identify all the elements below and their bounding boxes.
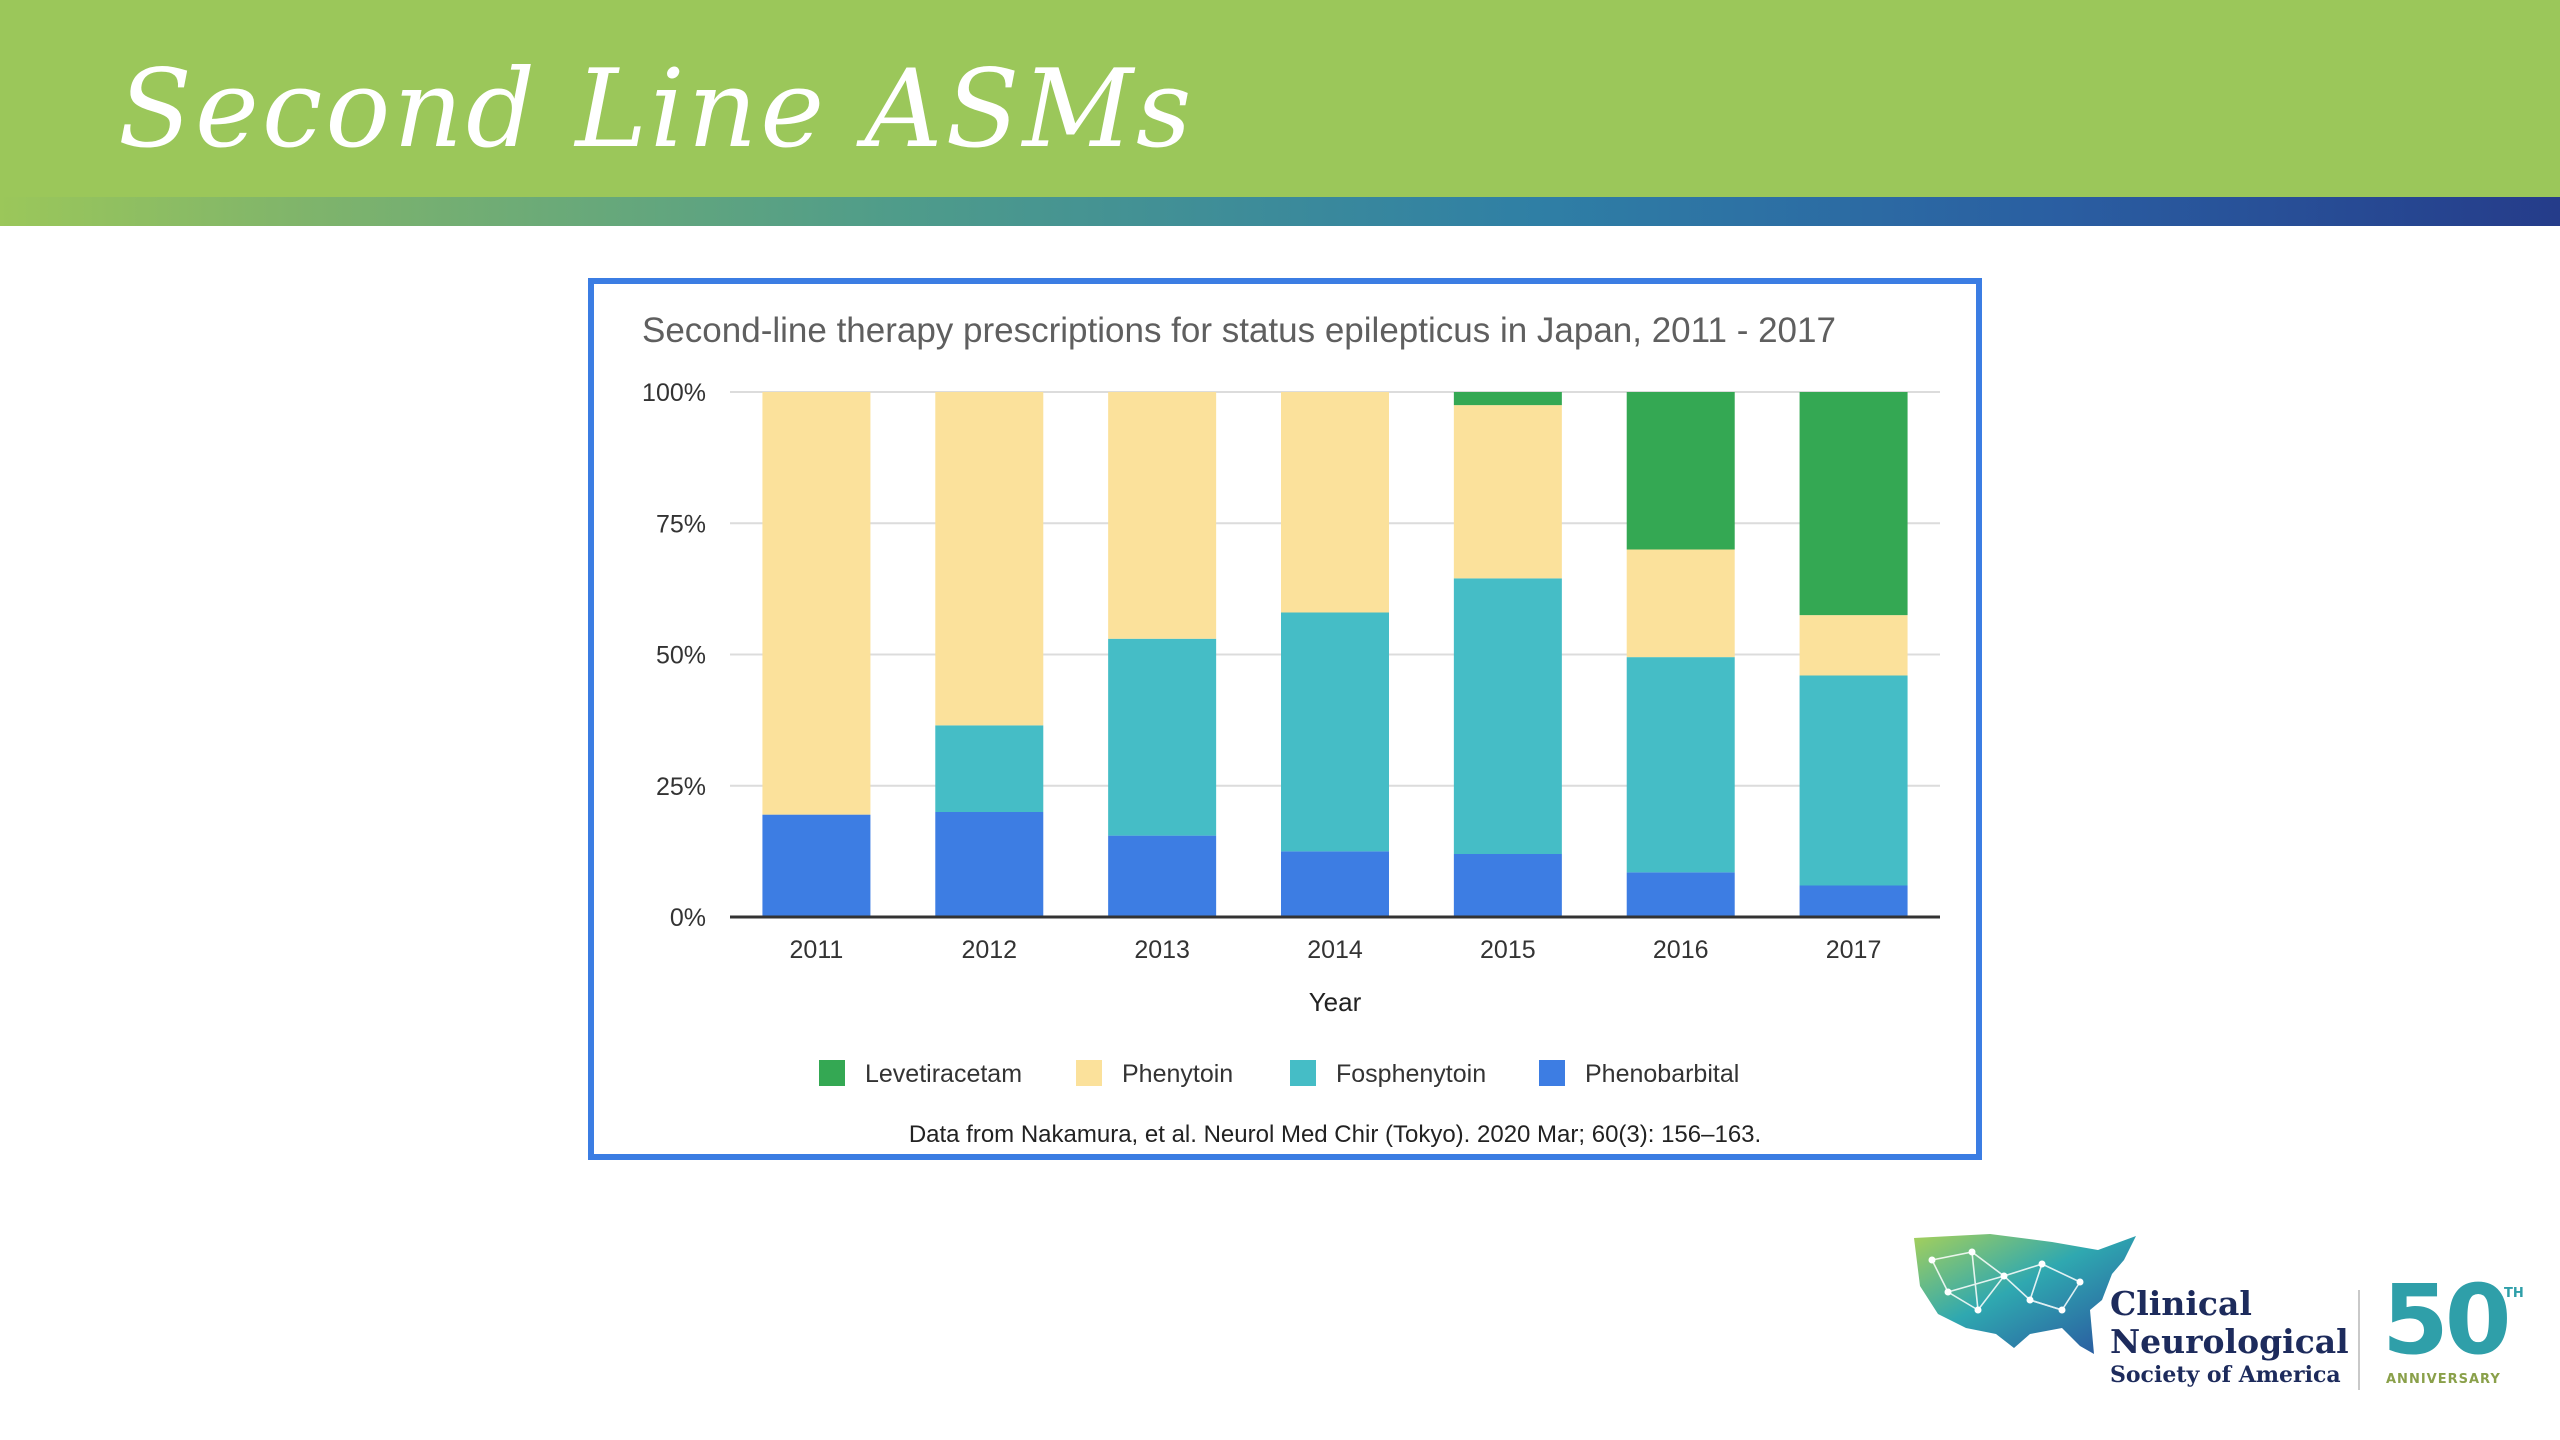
- bar-segment: Phenytoin 2015: 33%: [1453, 405, 1562, 579]
- chart-source-note: Data from Nakamura, et al. Neurol Med Ch…: [909, 1121, 1761, 1148]
- bar-segment: Fosphenytoin 2014: 45.5%: [1281, 612, 1389, 852]
- title-bar: [0, 0, 2560, 197]
- bar-segment: Phenobarbital 2016: 8.5%: [1626, 872, 1735, 917]
- us-map-network-icon: [1914, 1234, 2136, 1354]
- x-axis-label: Year: [1309, 987, 1362, 1017]
- y-tick-label: 75%: [656, 510, 706, 538]
- legend-label: Phenytoin: [1122, 1060, 1233, 1088]
- bar-segment: Phenytoin 2011: 80.5%: [762, 392, 871, 815]
- y-tick-label: 50%: [656, 642, 706, 670]
- bar-segment: Phenobarbital 2015: 12%: [1453, 854, 1562, 917]
- legend-swatch: [1076, 1060, 1102, 1086]
- bar-segment: Levetiracetam 2017: 42.5%: [1799, 392, 1908, 616]
- y-tick-label: 25%: [656, 773, 706, 801]
- legend-item: Levetiracetam: [819, 1060, 1022, 1088]
- x-tick-label: 2011: [790, 936, 844, 964]
- chart-frame: Second-line therapy prescriptions for st…: [588, 278, 1982, 1160]
- slide-title: Second Line ASMs: [118, 47, 1195, 172]
- logo-anniversary-number: 50: [2382, 1264, 2512, 1376]
- x-tick-label: 2016: [1653, 936, 1709, 964]
- bar-segment: Phenytoin 2017: 11.5%: [1799, 615, 1908, 676]
- logo-text-neurological: Neurological: [2110, 1322, 2349, 1361]
- title-bar-gradient-stripe: [0, 197, 2560, 226]
- bar-segment: Fosphenytoin 2015: 52.5%: [1453, 578, 1562, 854]
- legend: Levetiracetam Phenytoin Fosphenytoin Phenob…: [819, 1060, 1739, 1088]
- legend-label: Levetiracetam: [865, 1060, 1022, 1088]
- bar-segment: Levetiracetam 2015: 2.5%: [1453, 392, 1562, 406]
- legend-swatch: [819, 1060, 845, 1086]
- bar-segment: Phenobarbital 2012: 20%: [935, 812, 1044, 917]
- bar-segment: Fosphenytoin 2012: 16.5%: [935, 725, 1044, 812]
- chart-title: Second-line therapy prescriptions for st…: [642, 311, 1836, 350]
- legend-label: Fosphenytoin: [1336, 1060, 1486, 1088]
- logo-anniversary-label: ANNIVERSARY: [2386, 1372, 2501, 1387]
- bar-segment: Phenytoin 2016: 20.5%: [1626, 549, 1735, 658]
- y-tick-label: 0%: [670, 904, 706, 932]
- bar-segment: Fosphenytoin 2013: 37.5%: [1108, 638, 1217, 836]
- bar-segment: Phenytoin 2013: 47%: [1108, 392, 1217, 639]
- bar-segment: Phenobarbital 2013: 15.5%: [1108, 835, 1217, 917]
- bar-segment: Fosphenytoin 2016: 41%: [1626, 657, 1735, 873]
- bar-segment: Fosphenytoin 2017: 40%: [1799, 675, 1908, 886]
- bar-stacks: Phenobarbital 2011: 19.5%Phenytoin 2011:…: [762, 392, 1908, 917]
- bar-segment: Phenobarbital 2014: 12.5%: [1281, 851, 1389, 917]
- x-tick-label: 2017: [1826, 936, 1882, 964]
- x-tick-label: 2013: [1134, 936, 1190, 964]
- legend-item: Fosphenytoin: [1290, 1060, 1486, 1088]
- logo-anniversary-superscript: TH: [2504, 1286, 2524, 1301]
- legend-swatch: [1539, 1060, 1565, 1086]
- legend-item: Phenytoin: [1076, 1060, 1233, 1088]
- x-tick-label: 2012: [961, 936, 1017, 964]
- x-axis-ticks: 2011 2012 2013 2014 2015 2016 2017: [790, 936, 1882, 964]
- bar-segment: Phenytoin 2012: 63.5%: [935, 392, 1044, 726]
- legend-item: Phenobarbital: [1539, 1060, 1739, 1088]
- stacked-bar-chart: Second-line therapy prescriptions for st…: [642, 311, 1940, 1148]
- y-axis-ticks: 0% 25% 50% 75% 100%: [642, 379, 706, 932]
- cnsa-logo: Clinical Neurological Society of America…: [1912, 1230, 2532, 1400]
- logo-text-society: Society of America: [2110, 1362, 2341, 1388]
- logo-text-clinical: Clinical: [2110, 1284, 2252, 1323]
- bar-segment: Phenobarbital 2011: 19.5%: [762, 814, 871, 917]
- bar-segment: Phenobarbital 2017: 6%: [1799, 885, 1908, 917]
- bar-segment: Levetiracetam 2016: 30%: [1626, 392, 1735, 550]
- legend-swatch: [1290, 1060, 1316, 1086]
- legend-label: Phenobarbital: [1585, 1060, 1739, 1088]
- y-tick-label: 100%: [642, 379, 706, 407]
- x-tick-label: 2014: [1307, 936, 1363, 964]
- bar-segment: Phenytoin 2014: 42%: [1281, 392, 1389, 613]
- logo-divider: [2358, 1290, 2360, 1390]
- x-tick-label: 2015: [1480, 936, 1536, 964]
